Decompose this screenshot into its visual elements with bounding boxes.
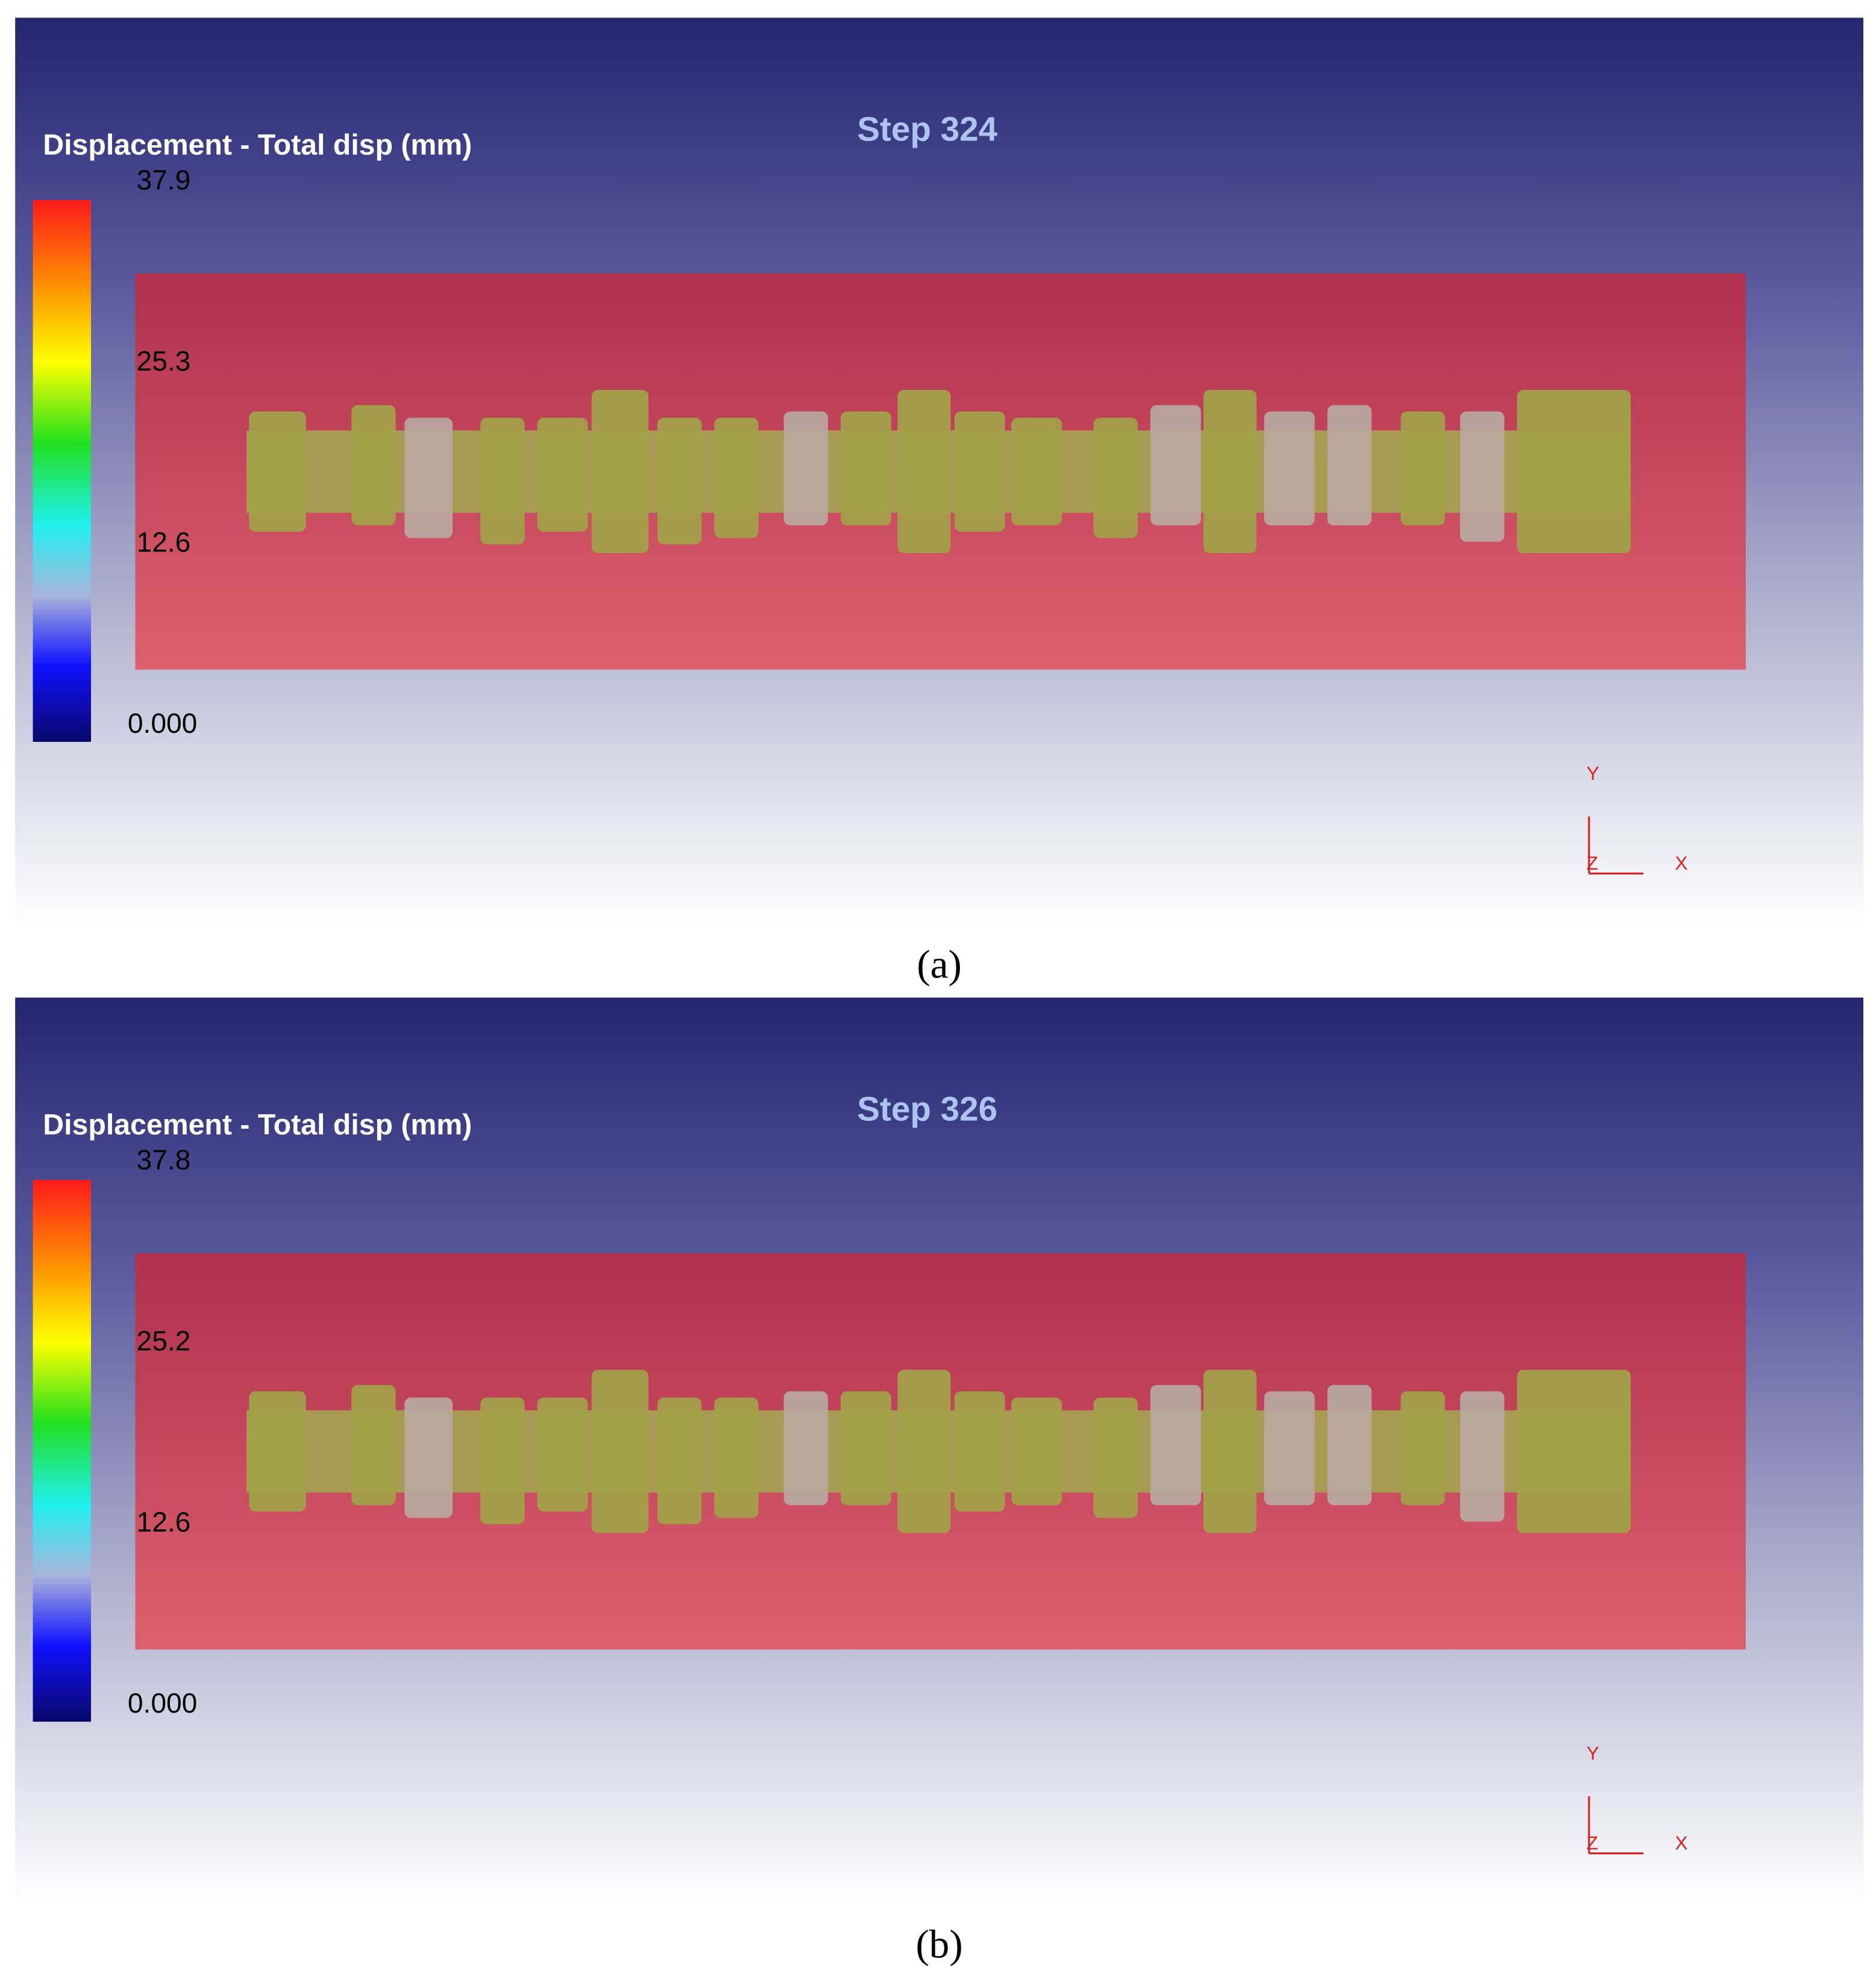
cam-lobe — [1150, 405, 1201, 525]
cam-lobe — [1517, 1370, 1631, 1534]
legend-title: Displacement - Total disp (mm) — [43, 128, 472, 161]
cam-lobe — [249, 411, 306, 532]
cam-lobe — [783, 411, 828, 525]
cam-lobe — [840, 1391, 891, 1505]
cam-lobe — [537, 418, 588, 532]
color-bar — [33, 1179, 92, 1722]
cam-lobe — [1264, 411, 1315, 525]
cam-lobe — [404, 1397, 453, 1518]
cam-lobe — [351, 405, 396, 525]
cam-lobe — [1401, 411, 1445, 525]
panel: Displacement - Total disp (mm) Step 324 37… — [15, 17, 1864, 987]
cam-lobe — [954, 1391, 1005, 1512]
cam-lobe — [657, 418, 702, 545]
axis-label: Z — [1587, 853, 1598, 874]
cam-lobe — [404, 418, 453, 538]
cam-lobe — [351, 1385, 396, 1505]
cam-lobe — [249, 1391, 306, 1512]
cam-lobe — [1203, 1370, 1257, 1534]
cam-lobe — [1203, 390, 1257, 554]
cam-lobe — [1011, 418, 1062, 525]
cam-lobe — [1460, 1391, 1505, 1522]
cam-lobe — [897, 1370, 951, 1534]
axis-label: X — [1675, 853, 1687, 874]
cam-lobe — [714, 1397, 759, 1518]
cam-lobe — [591, 1370, 649, 1534]
cam-lobe — [954, 411, 1005, 532]
cam-lobe — [1517, 390, 1631, 554]
step-label: Step 326 — [857, 1090, 997, 1128]
cam-lobe — [714, 418, 759, 538]
caption: (a) — [917, 941, 961, 986]
legend-tick: 25.2 — [137, 1325, 191, 1356]
legend-tick: 37.8 — [137, 1144, 191, 1176]
panel: Displacement - Total disp (mm) Step 326 37… — [15, 997, 1864, 1967]
cam-lobe — [537, 1397, 588, 1512]
axis-label: Y — [1587, 1743, 1599, 1764]
axis-label: Z — [1587, 1833, 1598, 1854]
legend-tick: 25.3 — [137, 345, 191, 377]
cam-lobe — [1327, 1385, 1372, 1505]
legend-tick: 0.000 — [128, 707, 197, 739]
cam-lobe — [1460, 411, 1505, 542]
cam-lobe — [1264, 1391, 1315, 1505]
cam-lobe — [591, 390, 649, 554]
cam-lobe — [657, 1397, 702, 1525]
cam-lobe — [783, 1391, 828, 1505]
legend-tick: 0.000 — [128, 1687, 197, 1719]
cam-lobe — [480, 418, 525, 545]
color-bar — [33, 199, 92, 742]
legend-tick: 12.6 — [137, 1507, 191, 1538]
cam-lobe — [1093, 1397, 1138, 1518]
cam-lobe — [1150, 1385, 1201, 1505]
cam-lobe — [1093, 418, 1138, 538]
axis-label: Y — [1587, 763, 1599, 784]
cam-lobe — [897, 390, 951, 554]
axis-label: X — [1675, 1833, 1687, 1854]
cam-lobe — [480, 1397, 525, 1525]
legend-title: Displacement - Total disp (mm) — [43, 1108, 472, 1141]
cam-lobe — [1401, 1391, 1445, 1505]
legend-tick: 37.9 — [137, 165, 191, 196]
legend-tick: 12.6 — [137, 527, 191, 558]
step-label: Step 324 — [857, 110, 997, 148]
cam-lobe — [1327, 405, 1372, 525]
cam-lobe — [1011, 1397, 1062, 1505]
cam-lobe — [840, 411, 891, 525]
caption: (b) — [915, 1921, 962, 1966]
